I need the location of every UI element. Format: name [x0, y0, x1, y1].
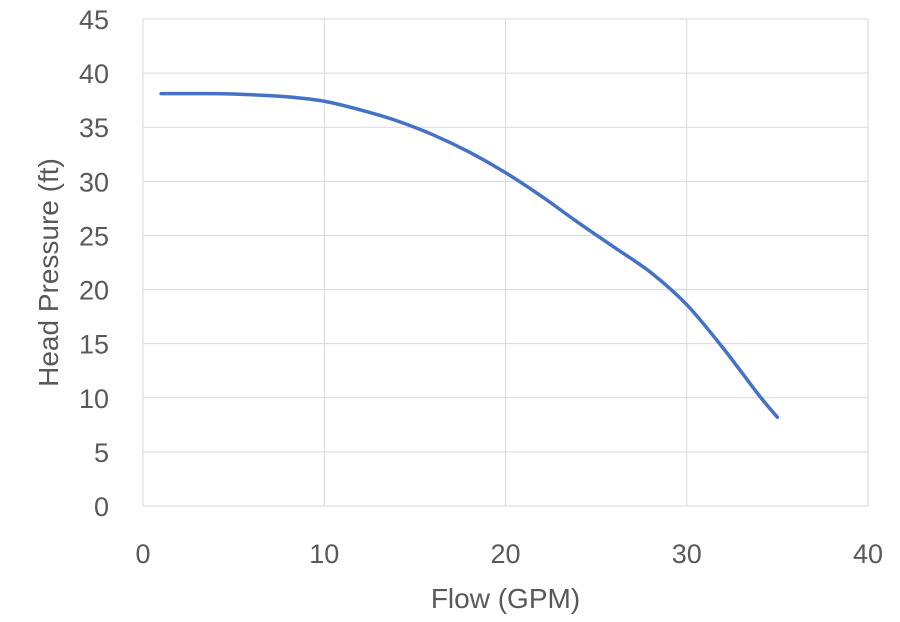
x-tick-label: 30 — [672, 539, 702, 569]
x-tick-label: 0 — [135, 539, 150, 569]
y-tick-labels: 0 5 10 15 20 25 30 35 40 45 — [79, 5, 109, 522]
y-tick-label: 40 — [79, 59, 109, 89]
y-tick-label: 15 — [79, 330, 109, 360]
x-tick-label: 10 — [309, 539, 339, 569]
y-tick-label: 20 — [79, 276, 109, 306]
y-tick-label: 35 — [79, 113, 109, 143]
y-tick-label: 30 — [79, 167, 109, 197]
y-tick-label: 45 — [79, 5, 109, 35]
series-layer — [159, 91, 780, 420]
grid-layer — [142, 18, 869, 507]
y-tick-label: 5 — [94, 438, 109, 468]
x-tick-label: 20 — [490, 539, 520, 569]
x-axis-label: Flow (GPM) — [431, 583, 580, 614]
y-tick-label: 25 — [79, 221, 109, 251]
y-axis-label: Head Pressure (ft) — [33, 158, 64, 387]
y-tick-label: 0 — [94, 492, 109, 522]
plot-area-border — [142, 18, 869, 507]
x-tick-labels: 0 10 20 30 40 — [135, 539, 883, 569]
y-tick-label: 10 — [79, 384, 109, 414]
x-tick-label: 40 — [853, 539, 883, 569]
series-line — [159, 91, 780, 420]
